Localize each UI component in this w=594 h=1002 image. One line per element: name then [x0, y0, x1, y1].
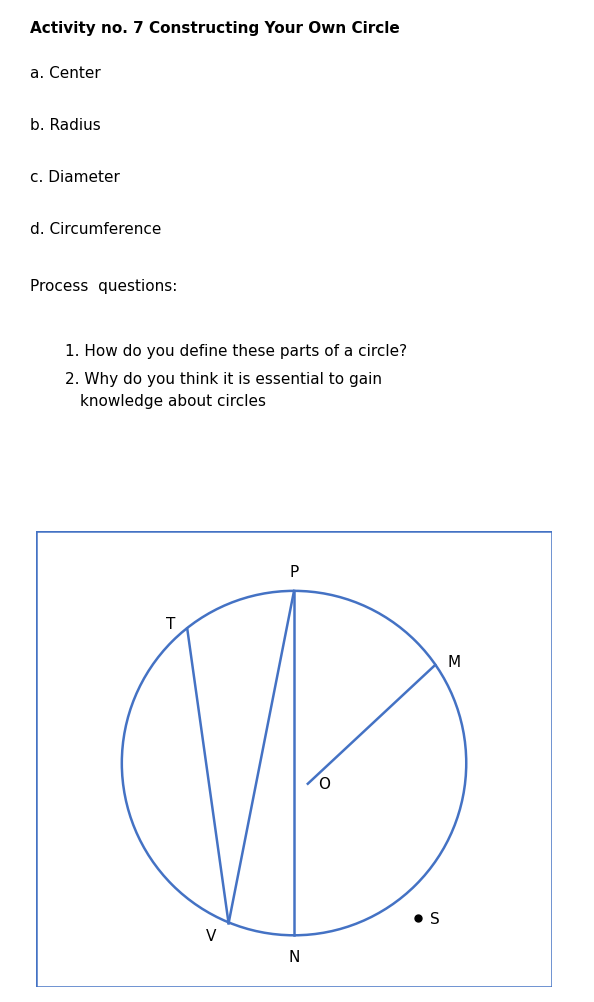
Text: d. Circumference: d. Circumference [30, 222, 162, 237]
Text: b. Radius: b. Radius [30, 118, 101, 133]
Circle shape [122, 591, 466, 935]
Text: knowledge about circles: knowledge about circles [80, 394, 266, 409]
Text: 2. Why do you think it is essential to gain: 2. Why do you think it is essential to g… [65, 372, 382, 387]
Text: c. Diameter: c. Diameter [30, 170, 120, 185]
Text: M: M [447, 654, 460, 669]
Text: 1. How do you define these parts of a circle?: 1. How do you define these parts of a ci… [65, 344, 407, 359]
Text: Process  questions:: Process questions: [30, 279, 178, 294]
Text: S: S [430, 911, 440, 926]
Text: O: O [318, 777, 330, 792]
Text: T: T [166, 616, 175, 631]
Text: N: N [288, 949, 300, 964]
Text: V: V [206, 929, 217, 944]
Text: Activity no. 7 Constructing Your Own Circle: Activity no. 7 Constructing Your Own Cir… [30, 21, 400, 36]
Text: P: P [289, 564, 299, 579]
Text: a. Center: a. Center [30, 66, 101, 81]
